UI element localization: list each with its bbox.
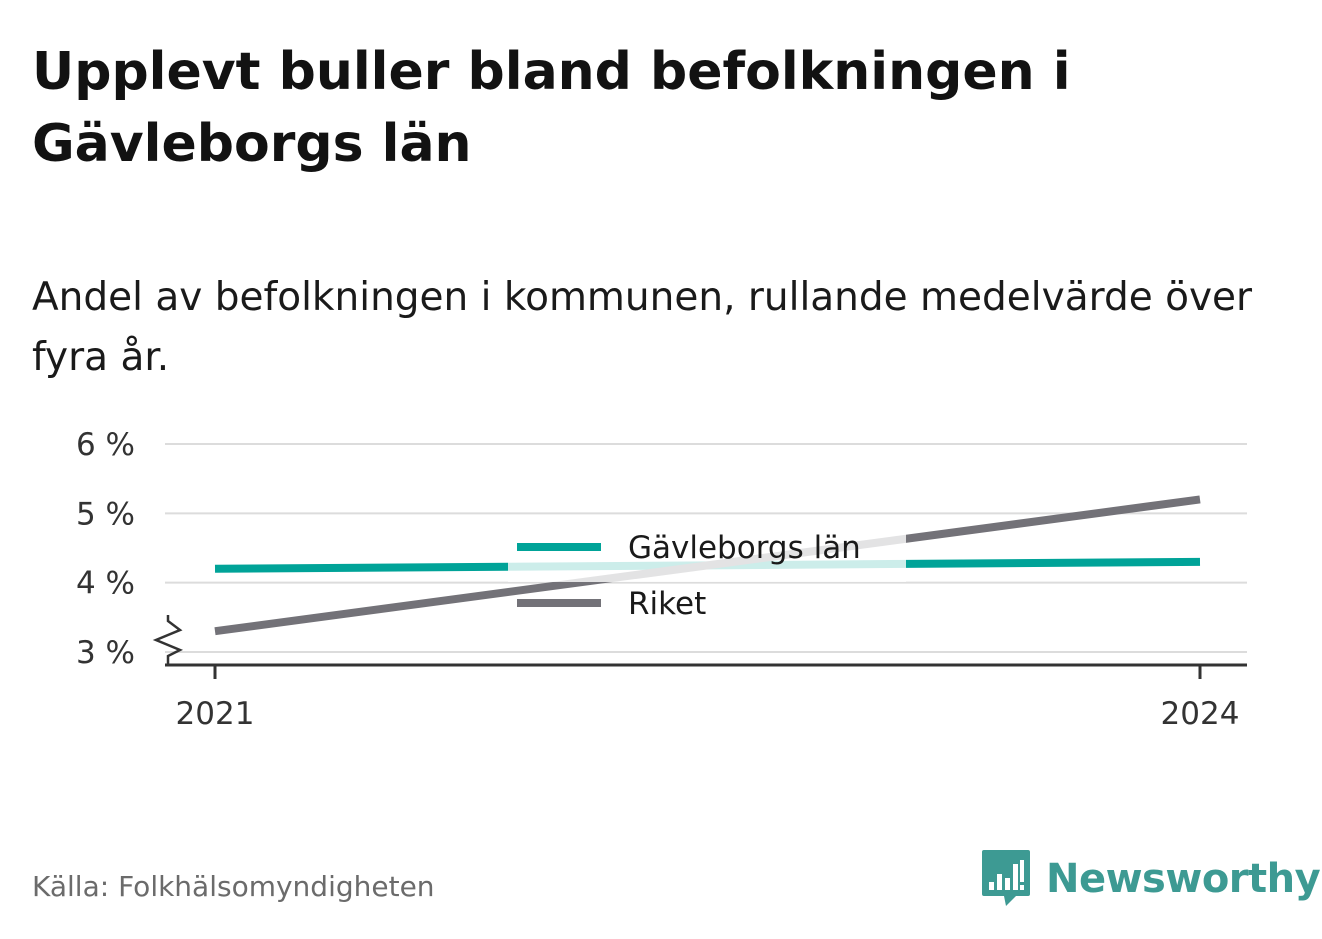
y-tick-label: 4 % <box>76 566 135 602</box>
x-tick-label: 2024 <box>1161 696 1240 732</box>
brand-name: Newsworthy <box>1046 856 1321 902</box>
axis-break-mark <box>152 615 184 665</box>
legend-label: Gävleborgs län <box>628 530 861 566</box>
source-note: Källa: Folkhälsomyndigheten <box>32 870 435 903</box>
y-tick-label: 3 % <box>76 635 135 671</box>
line-chart: 3 % 4 % 5 % 6 % 2021 2024 Gävleborgs län Rike… <box>76 427 1247 732</box>
legend-label: Riket <box>628 586 706 622</box>
x-axis <box>152 615 1247 679</box>
chart-subtitle: Andel av befolkningen i kommunen, rullan… <box>32 275 1253 380</box>
legend: Gävleborgs län Riket <box>508 516 906 622</box>
x-tick-label: 2021 <box>176 696 255 732</box>
y-tick-label: 5 % <box>76 496 135 532</box>
x-axis-tick-labels: 2021 2024 <box>176 696 1240 732</box>
chart-title: Upplevt buller bland befolkningen i Gävl… <box>32 42 1071 174</box>
y-axis-tick-labels: 3 % 4 % 5 % 6 % <box>76 427 135 671</box>
newsworthy-logo-icon <box>982 850 1030 906</box>
brand-logo: Newsworthy <box>980 848 1321 910</box>
y-tick-label: 6 % <box>76 427 135 463</box>
